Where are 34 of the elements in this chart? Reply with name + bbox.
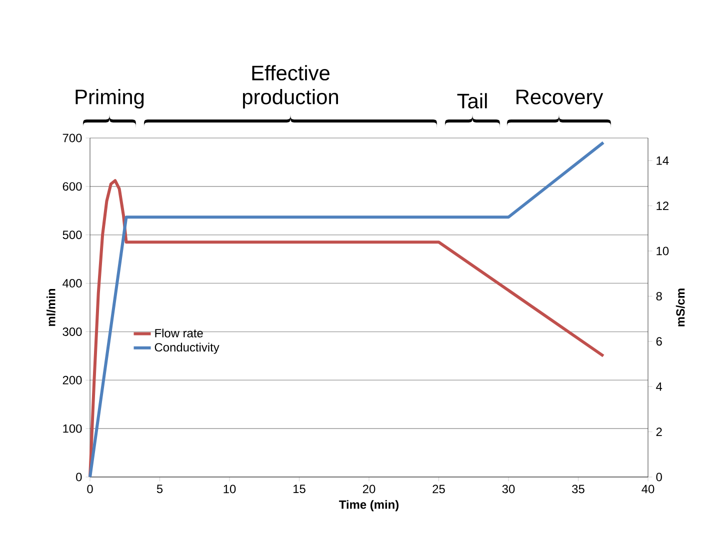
text: Priming: [76, 88, 144, 108]
y2-tick-label: 12: [656, 202, 668, 210]
legend-label: Conductivity: [154, 342, 220, 354]
y-tick-label: 100: [63, 424, 82, 433]
y-tick-label: 500: [62, 230, 82, 240]
y2-tick-label: 8: [656, 292, 662, 300]
y2-tick-label: 10: [656, 246, 669, 256]
x-tick-label: 35: [572, 484, 584, 494]
y2-tick-label: 14: [656, 156, 669, 165]
x-tick-label: 0: [87, 484, 93, 494]
y-tick-label: 600: [62, 182, 82, 191]
x-axis-title: Time (min): [339, 500, 399, 512]
x-tick-label: 40: [642, 484, 654, 494]
text: Effective production: [242, 65, 338, 108]
y-axis-title: ml/min: [46, 288, 56, 326]
y-tick-label: 400: [62, 279, 82, 288]
x-tick-label: 30: [502, 484, 515, 494]
legend-label: Flow rate: [155, 328, 203, 338]
x-tick-label: 15: [294, 484, 306, 494]
x-tick-label: 5: [156, 484, 163, 494]
x-tick-label: 25: [432, 484, 445, 494]
y2-tick-label: 2: [656, 428, 662, 436]
text: Recovery: [516, 90, 604, 108]
x-tick-label: 20: [362, 484, 376, 494]
y-tick-label: 200: [62, 376, 82, 384]
y-tick-label: 0: [76, 472, 82, 482]
y-tick-label: 300: [62, 327, 82, 336]
y2-tick-label: 0: [656, 472, 662, 482]
y-tick-label: 700: [62, 134, 82, 142]
x-tick-label: 10: [224, 484, 236, 494]
text: Tail: [457, 93, 487, 108]
y2-axis-title: mS/cm: [676, 288, 685, 326]
y2-tick-label: 4: [656, 382, 662, 391]
y2-tick-label: 6: [656, 337, 662, 346]
